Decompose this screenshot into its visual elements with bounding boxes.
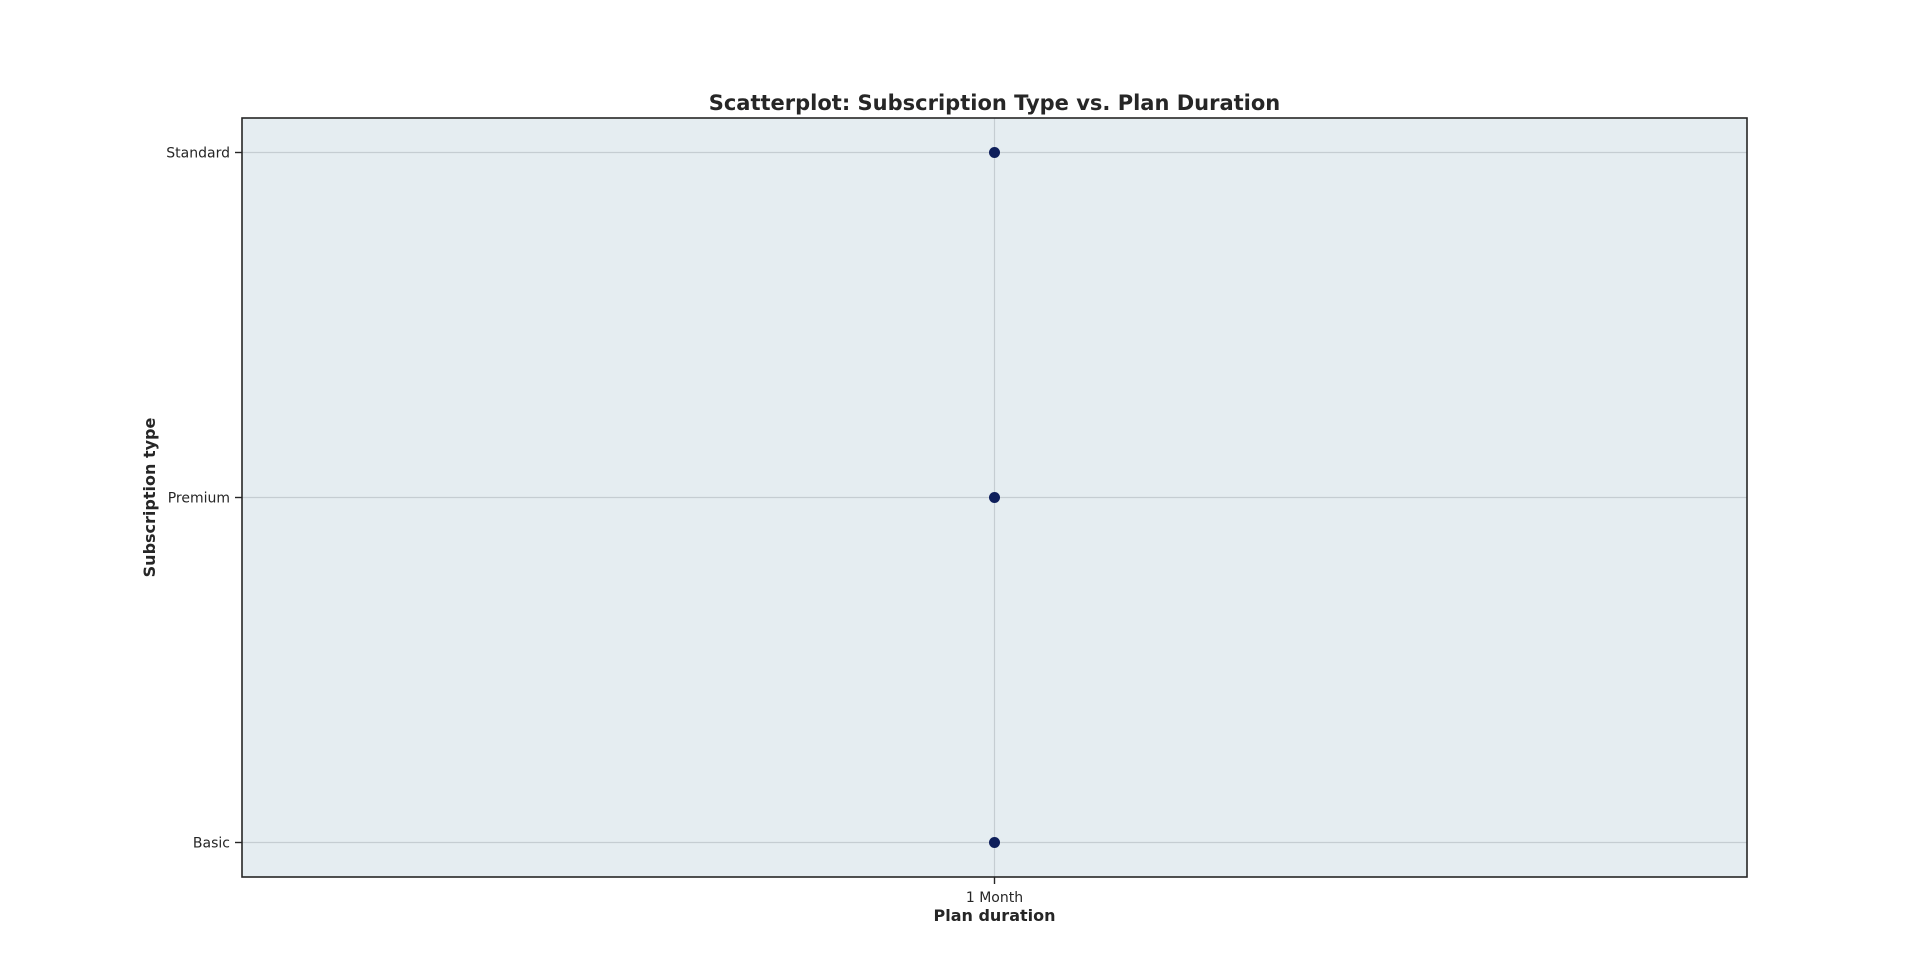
x-tick-label: 1 Month bbox=[966, 890, 1023, 906]
y-axis-label: Subscription type bbox=[140, 418, 159, 578]
x-axis-label: Plan duration bbox=[933, 906, 1055, 925]
y-tick-label: Standard bbox=[166, 146, 230, 162]
data-points bbox=[989, 147, 1000, 848]
data-point bbox=[989, 837, 1000, 848]
axis-ticks: Basic Premium Standard 1 Month bbox=[166, 146, 1023, 907]
y-tick-label: Premium bbox=[168, 491, 230, 507]
chart-title: Scatterplot: Subscription Type vs. Plan … bbox=[709, 91, 1281, 115]
y-tick-label: Basic bbox=[193, 836, 230, 852]
data-point bbox=[989, 492, 1000, 503]
data-point bbox=[989, 147, 1000, 158]
